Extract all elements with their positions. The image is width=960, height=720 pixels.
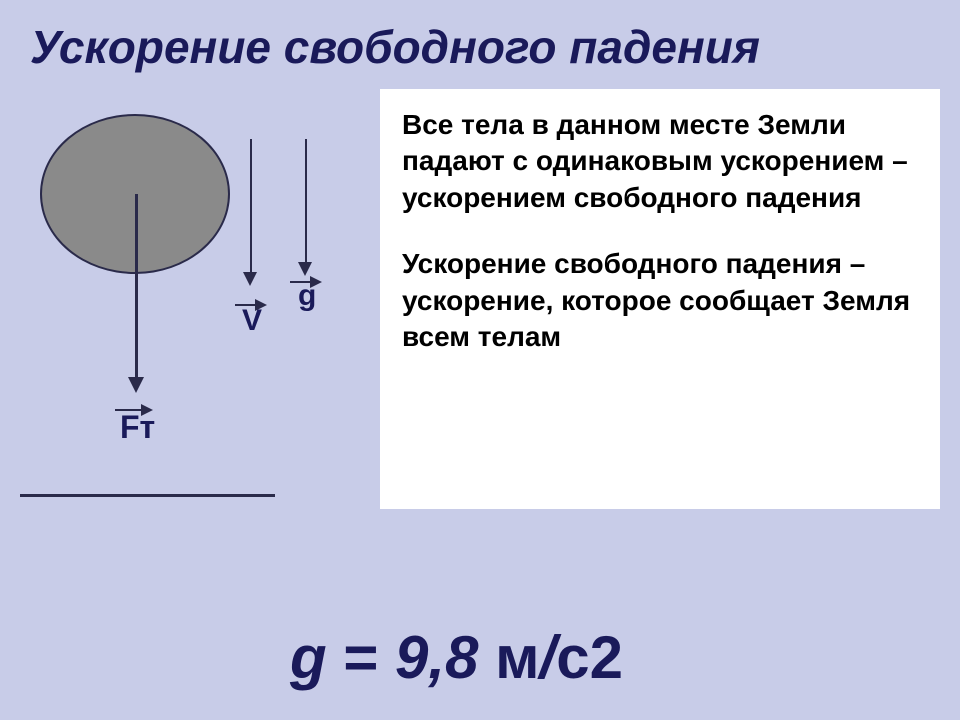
diagram-area: V g Fт	[20, 89, 380, 509]
page-title: Ускорение свободного падения	[0, 0, 960, 89]
label-force: Fт	[120, 409, 155, 446]
formula-symbol: g	[290, 624, 327, 691]
formula-unit-m: м	[478, 624, 539, 691]
formula-value: 9,8	[395, 624, 478, 691]
formula-unit-s2: с2	[556, 624, 623, 691]
definition-text-box: Все тела в данном месте Земли падают с о…	[380, 89, 940, 509]
formula: g = 9,8 м/с2	[290, 623, 623, 692]
content-area: V g Fт Все тела в данном месте Земли пад…	[0, 89, 960, 509]
velocity-arrowhead	[243, 272, 257, 286]
velocity-arrow-line	[250, 139, 252, 279]
ground-line	[20, 494, 275, 497]
label-gravity: g	[298, 279, 316, 313]
formula-equals: =	[327, 624, 395, 691]
force-arrowhead	[128, 377, 144, 393]
gravity-arrow-line	[305, 139, 307, 269]
definition-paragraph-2: Ускорение свободного падения – ускорение…	[402, 246, 918, 355]
definition-paragraph-1: Все тела в данном месте Земли падают с о…	[402, 107, 918, 216]
force-arrow-line	[135, 194, 138, 384]
formula-unit-slash: /	[540, 624, 557, 691]
label-velocity: V	[242, 304, 262, 338]
gravity-arrowhead	[298, 262, 312, 276]
